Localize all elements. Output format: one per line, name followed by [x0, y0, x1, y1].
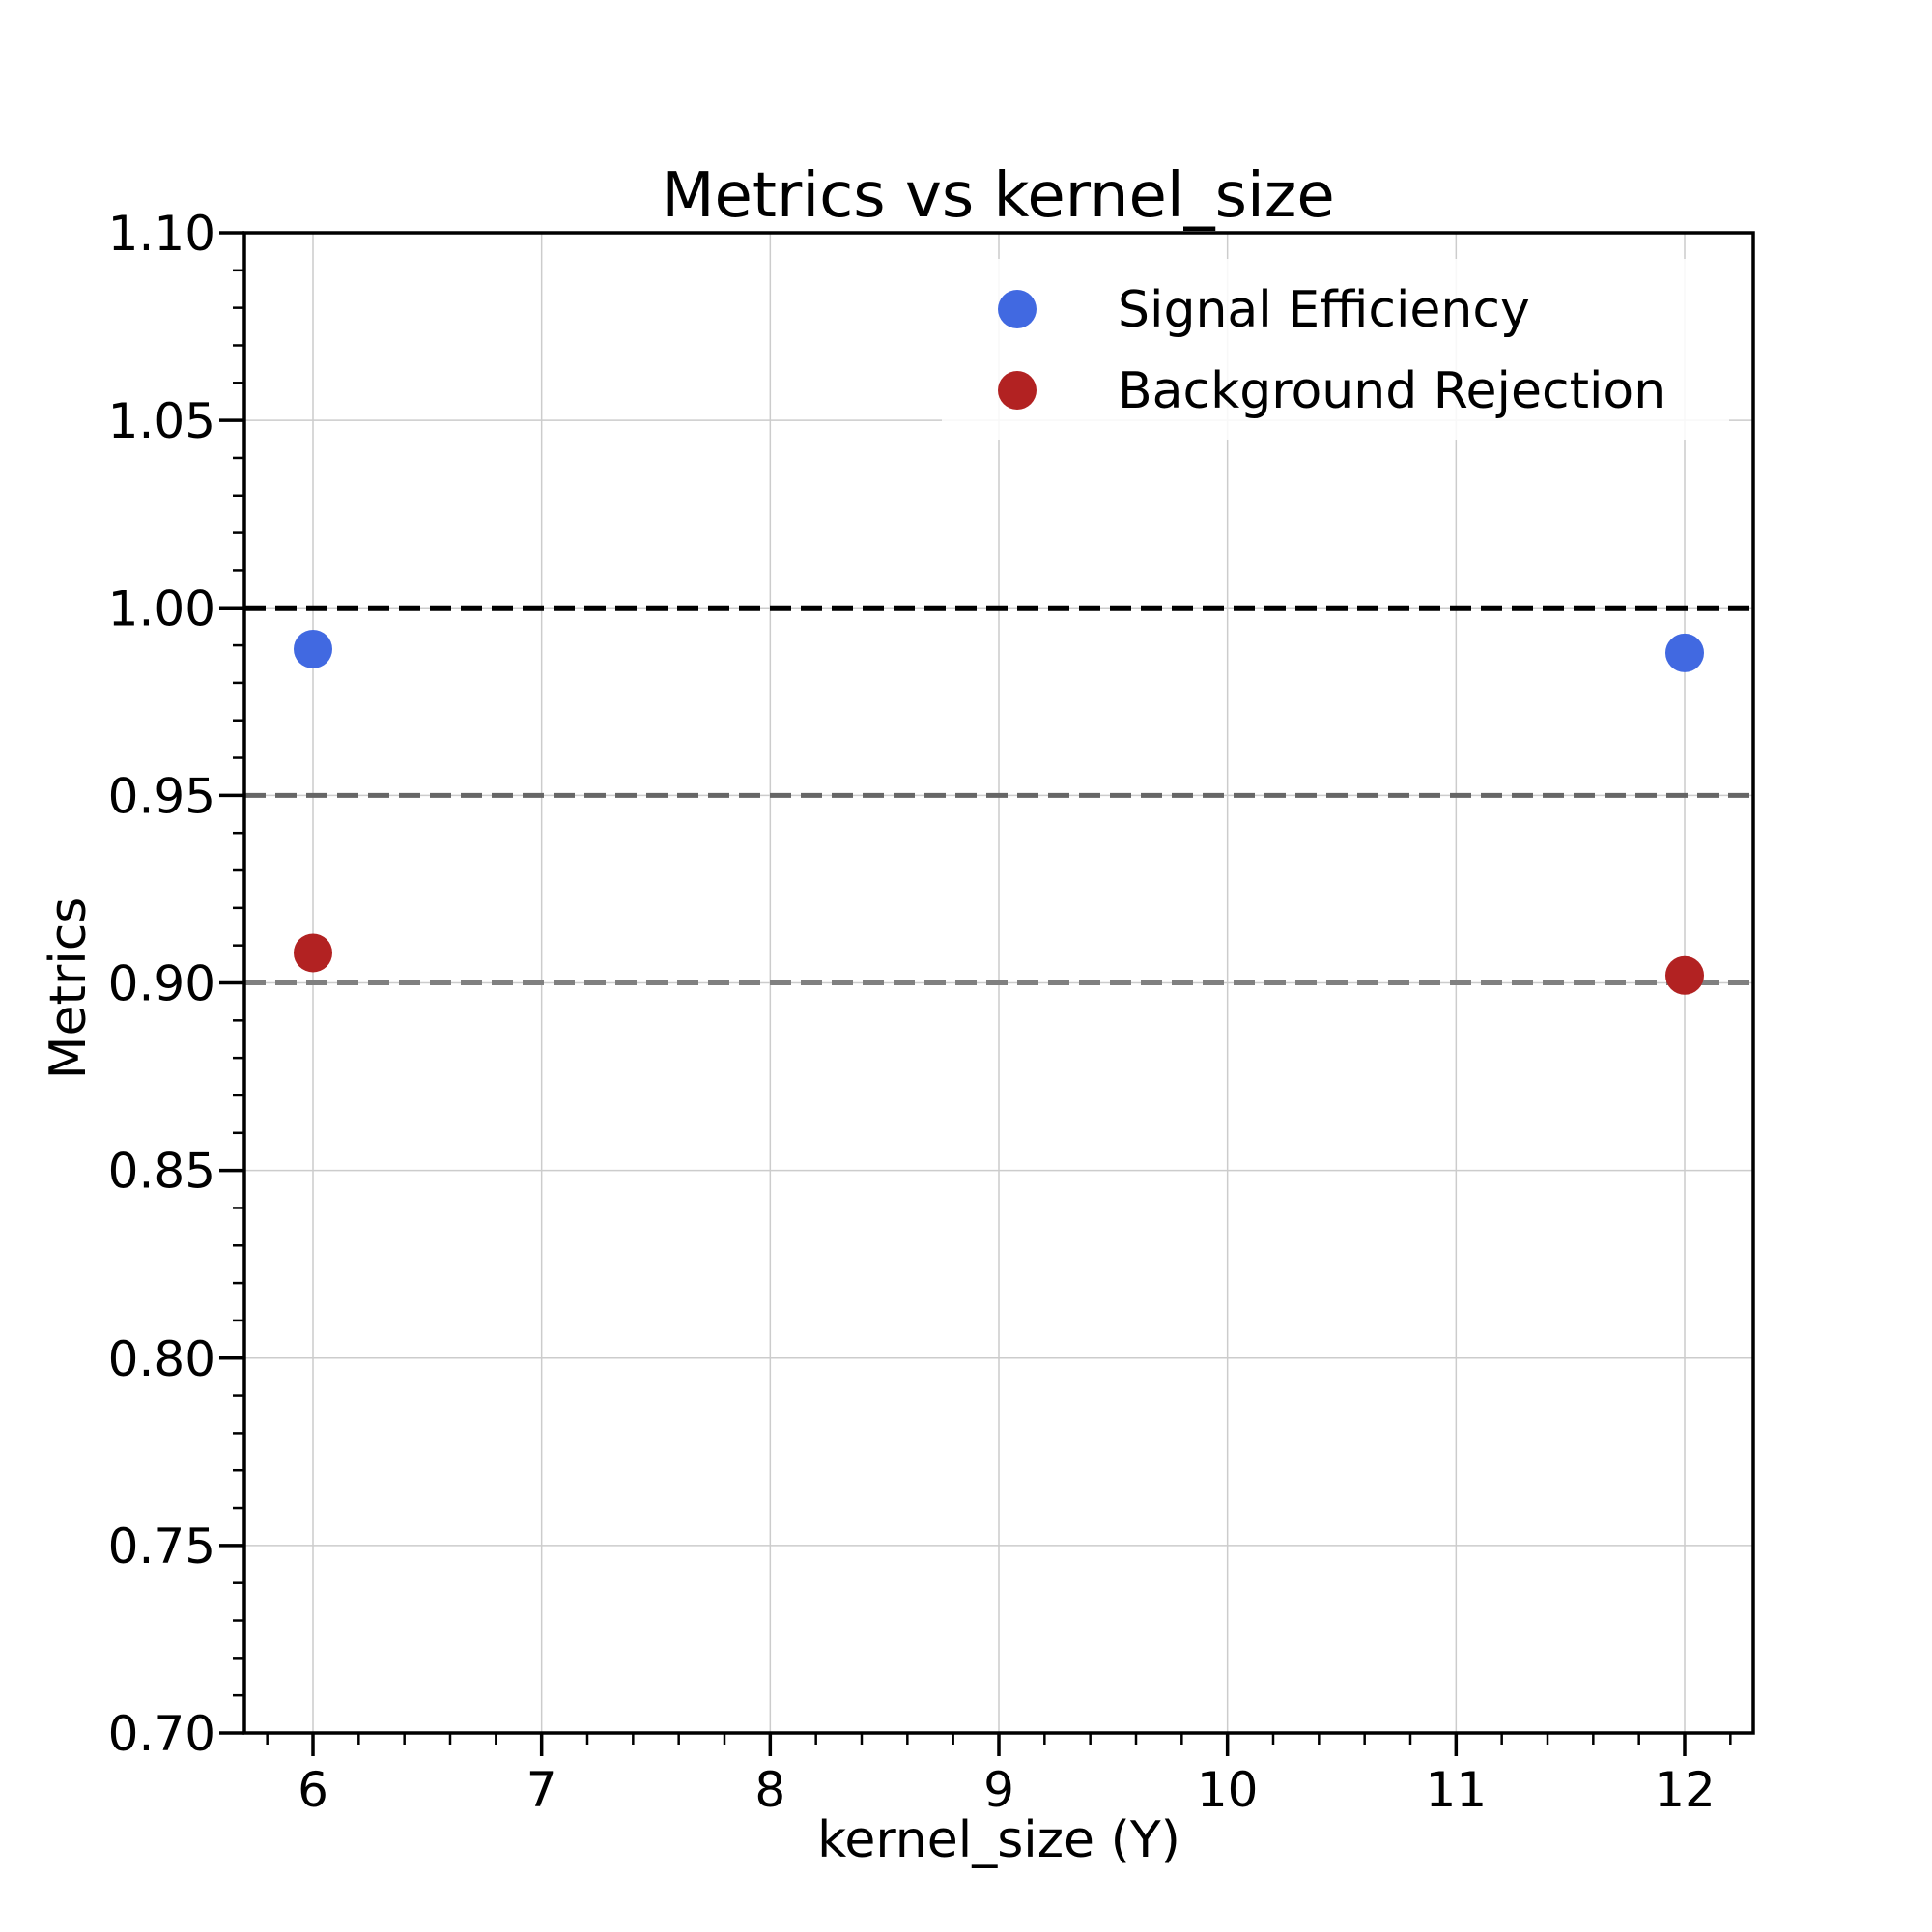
y-tick-label: 0.95 [108, 768, 215, 824]
chart-title: Metrics vs kernel_size [661, 160, 1334, 232]
y-tick-label: 0.80 [108, 1331, 215, 1387]
legend-label: Signal Efficiency [1118, 281, 1530, 339]
data-point [294, 629, 332, 668]
data-point [1665, 955, 1704, 995]
data-points [294, 629, 1704, 995]
legend-box [942, 259, 1729, 440]
x-axis-label: kernel_size (Y) [817, 1811, 1180, 1869]
x-tick-label: 7 [526, 1762, 557, 1818]
x-tick-label: 8 [754, 1762, 785, 1818]
x-tick-label: 12 [1654, 1762, 1716, 1818]
data-point [1665, 633, 1704, 672]
y-tick-label: 1.05 [108, 393, 215, 449]
y-tick-label: 0.85 [108, 1144, 215, 1200]
legend: Signal Efficiency Background Rejection [942, 259, 1729, 440]
reference-lines [244, 605, 1753, 985]
x-tick-label: 10 [1197, 1762, 1259, 1818]
data-point [294, 933, 332, 973]
y-tick-label: 1.10 [108, 206, 215, 262]
legend-marker [998, 371, 1037, 410]
legend-marker [998, 290, 1037, 328]
x-tick-label: 9 [983, 1762, 1014, 1818]
y-axis-label: Metrics [40, 897, 98, 1080]
x-tick-label: 6 [298, 1762, 328, 1818]
x-tick-label: 11 [1426, 1762, 1488, 1818]
y-tick-label: 0.70 [108, 1706, 215, 1762]
y-tick-label: 0.90 [108, 956, 215, 1012]
y-tick-label: 1.00 [108, 581, 215, 637]
y-axis: 0.70 0.75 0.80 0.85 0.90 0.95 1.00 1.05 1.10 [108, 206, 244, 1762]
legend-label: Background Rejection [1118, 362, 1665, 420]
x-axis: 6 7 8 9 10 11 12 [266, 1733, 1732, 1818]
y-tick-label: 0.75 [108, 1519, 215, 1575]
